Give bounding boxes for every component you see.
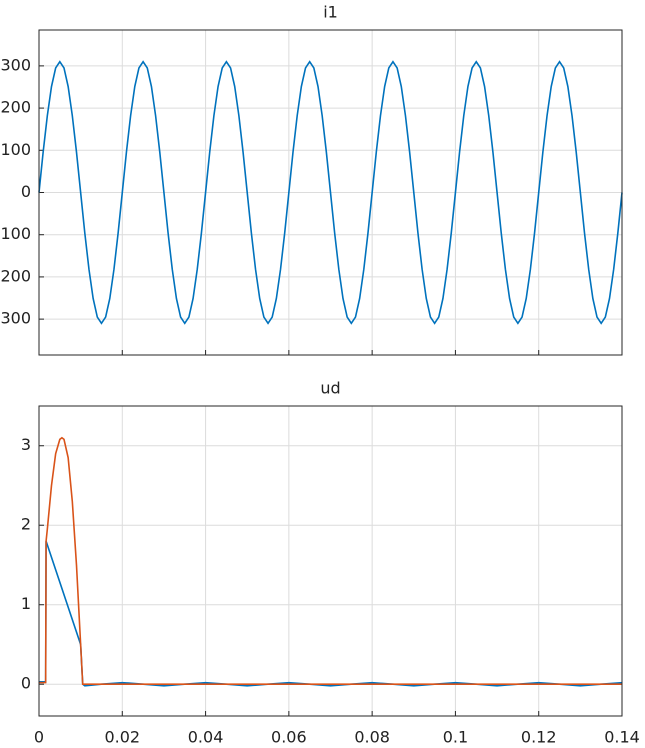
y-tick-label: 3 xyxy=(21,435,31,454)
x-tick-label: 0.14 xyxy=(604,728,640,747)
y-tick-label: 0 xyxy=(21,182,31,201)
y-tick-label: 100 xyxy=(0,140,31,159)
plot-area xyxy=(39,406,622,716)
y-tick-label: 200 xyxy=(0,266,31,285)
y-tick-label: 300 xyxy=(0,309,31,328)
x-tick-label: 0 xyxy=(34,728,44,747)
x-tick-label: 0.04 xyxy=(188,728,224,747)
y-tick-label: 300 xyxy=(0,55,31,74)
x-tick-label: 0.1 xyxy=(443,728,468,747)
y-tick-label: 0 xyxy=(21,674,31,693)
x-tick-label: 0.06 xyxy=(271,728,307,747)
axes-box xyxy=(38,29,623,356)
line-series xyxy=(39,436,622,686)
x-tick-label: 0.08 xyxy=(354,728,390,747)
y-tick-label: 1 xyxy=(21,594,31,613)
chart-title: ud xyxy=(320,379,340,398)
line-series xyxy=(38,60,623,325)
y-tick-label: 2 xyxy=(21,515,31,534)
y-tick-label: 100 xyxy=(0,224,31,243)
axes-box xyxy=(38,405,623,717)
x-tick-label: 0.02 xyxy=(104,728,140,747)
x-tick-label: 0.12 xyxy=(521,728,557,747)
chart-title: i1 xyxy=(323,3,338,22)
y-tick-label: 200 xyxy=(0,98,31,117)
